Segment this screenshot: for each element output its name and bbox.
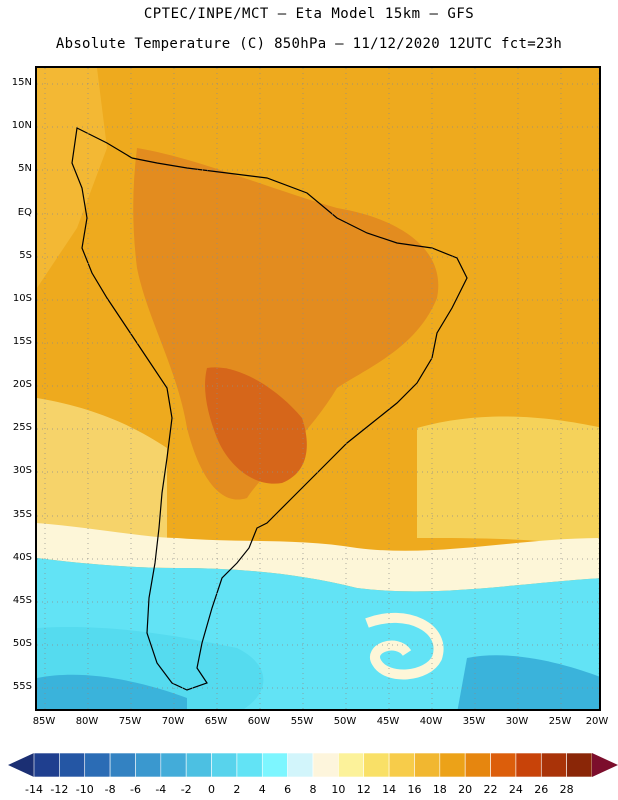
map-title-line2: Absolute Temperature (C) 850hPa – 11/12/… xyxy=(55,36,563,52)
colorbar-cell xyxy=(464,752,491,778)
lat-label: EQ xyxy=(17,207,32,218)
colorbar-cell xyxy=(135,752,162,778)
colorbar-tick-label: 4 xyxy=(258,783,266,796)
colorbar-cell xyxy=(185,752,212,778)
colorbar-tick-label: 2 xyxy=(233,783,241,796)
colorbar-tick-label: 28 xyxy=(559,783,574,796)
colorbar-cell xyxy=(211,752,238,778)
temperature-map xyxy=(35,66,601,711)
colorbar-tick-label: 6 xyxy=(284,783,292,796)
lon-label: 55W xyxy=(290,716,314,727)
lat-label: 20S xyxy=(12,379,32,390)
colorbar-tick-label: -12 xyxy=(50,783,69,796)
colorbar-cell xyxy=(515,752,542,778)
colorbar-cell xyxy=(363,752,390,778)
colorbar-tick-label: 20 xyxy=(458,783,473,796)
lat-label: 40S xyxy=(12,552,32,563)
lat-label: 15N xyxy=(11,77,32,88)
colorbar-tick-label: -4 xyxy=(155,783,167,796)
colorbar-cells xyxy=(33,752,593,778)
colorbar-tick-label: 12 xyxy=(356,783,371,796)
field-paraguay-core xyxy=(205,367,307,484)
lat-label: 45S xyxy=(12,595,32,606)
lat-label: 35S xyxy=(12,509,32,520)
colorbar-tick-label: -8 xyxy=(104,783,116,796)
colorbar-tick-label: 10 xyxy=(331,783,346,796)
colorbar-tick-label: -6 xyxy=(129,783,141,796)
lat-label: 10S xyxy=(12,293,32,304)
colorbar-cell xyxy=(439,752,466,778)
lon-label: 45W xyxy=(376,716,400,727)
lon-label: 40W xyxy=(419,716,443,727)
lat-label: 55S xyxy=(12,681,32,692)
lon-label: 85W xyxy=(32,716,56,727)
field-southern-blue xyxy=(37,674,187,709)
field-cream-band xyxy=(37,523,599,592)
lon-label: 35W xyxy=(462,716,486,727)
lat-label: 10N xyxy=(11,120,32,131)
colorbar-cell xyxy=(388,752,415,778)
field-southeast-blue xyxy=(457,655,599,709)
colorbar-cell xyxy=(566,752,593,778)
field-pacific-pale xyxy=(37,398,167,538)
map-title-line1: CPTEC/INPE/MCT – Eta Model 15km – GFS xyxy=(143,6,475,22)
colorbar-cell xyxy=(414,752,441,778)
colorbar-over-triangle xyxy=(592,753,618,777)
colorbar-tick-label: 24 xyxy=(508,783,523,796)
colorbar-tick-label: 16 xyxy=(407,783,422,796)
lat-label: 50S xyxy=(12,638,32,649)
colorbar-tick-label: 8 xyxy=(309,783,317,796)
colorbar-cell xyxy=(33,752,60,778)
lon-label: 80W xyxy=(75,716,99,727)
colorbar-cell xyxy=(109,752,136,778)
colorbar-tick-label: -14 xyxy=(25,783,43,796)
colorbar-tick-label: 22 xyxy=(483,783,498,796)
colorbar-cell xyxy=(84,752,111,778)
colorbar-tick-label: -2 xyxy=(180,783,192,796)
colorbar xyxy=(8,752,618,778)
colorbar-tick-label: -10 xyxy=(75,783,94,796)
colorbar-tick-label: 18 xyxy=(432,783,447,796)
colorbar-cell xyxy=(160,752,187,778)
lat-label: 5N xyxy=(18,163,32,174)
lon-label: 65W xyxy=(204,716,228,727)
colorbar-cell xyxy=(338,752,365,778)
lon-label: 20W xyxy=(585,716,609,727)
field-pacific-north xyxy=(37,68,107,288)
lon-label: 25W xyxy=(548,716,572,727)
lon-label: 30W xyxy=(505,716,529,727)
colorbar-tick-label: 26 xyxy=(534,783,549,796)
field-cream-swirl xyxy=(365,613,444,680)
colorbar-under-triangle xyxy=(8,753,34,777)
colorbar-cell xyxy=(236,752,263,778)
lat-label: 15S xyxy=(12,336,32,347)
colorbar-cell xyxy=(59,752,86,778)
lon-label: 70W xyxy=(161,716,185,727)
lon-label: 60W xyxy=(247,716,271,727)
colorbar-tick-label: 14 xyxy=(382,783,397,796)
field-atlantic-pale xyxy=(417,416,599,548)
colorbar-tick-label: 0 xyxy=(208,783,216,796)
colorbar-cell xyxy=(261,752,288,778)
coastline-south-america xyxy=(71,127,468,691)
colorbar-cell xyxy=(287,752,314,778)
colorbar-cell xyxy=(312,752,339,778)
colorbar-cell xyxy=(540,752,567,778)
lat-label: 30S xyxy=(12,465,32,476)
temperature-field-svg xyxy=(37,68,599,709)
lon-label: 75W xyxy=(118,716,142,727)
lon-label: 50W xyxy=(333,716,357,727)
lat-label: 5S xyxy=(19,250,32,261)
colorbar-cell xyxy=(490,752,517,778)
lat-label: 25S xyxy=(12,422,32,433)
